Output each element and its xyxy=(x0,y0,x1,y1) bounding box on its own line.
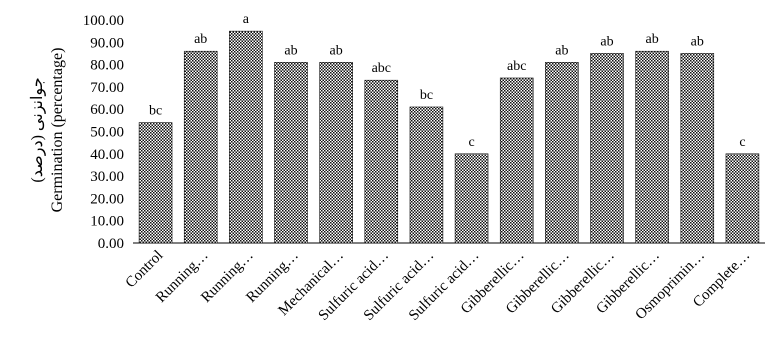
bar xyxy=(138,122,173,244)
bar-data-label: ab xyxy=(555,43,568,58)
y-axis-title-persian: جوانزنی (درصد) xyxy=(29,77,46,182)
y-tick-label: 10.00 xyxy=(90,214,124,230)
bar xyxy=(680,53,715,244)
y-tick-label: 60.00 xyxy=(90,102,124,118)
y-tick-label: 80.00 xyxy=(90,58,124,74)
bar xyxy=(454,153,489,244)
x-axis-ticks: ControlRunning…Running…Running…Mechanica… xyxy=(123,248,754,324)
bar-data-label: ab xyxy=(600,34,613,49)
y-axis-title: جوانزنی (درصد) Germination (percentage) xyxy=(29,48,66,213)
bar xyxy=(499,77,534,244)
bar-data-label: ab xyxy=(646,32,659,47)
bar xyxy=(229,30,263,244)
bar-data-label: ab xyxy=(330,43,343,58)
bar-data-label: bc xyxy=(149,104,162,119)
y-tick-label: 70.00 xyxy=(90,80,124,96)
bar xyxy=(319,62,353,244)
bar xyxy=(635,50,669,244)
bar xyxy=(590,53,624,244)
y-axis-title-english: Germination (percentage) xyxy=(49,48,66,213)
bar xyxy=(183,50,218,244)
y-tick-label: 50.00 xyxy=(90,125,124,141)
bar xyxy=(364,79,399,244)
bar-data-label: abc xyxy=(507,59,526,74)
y-tick-label: 90.00 xyxy=(90,35,124,51)
bars xyxy=(138,30,760,244)
bar xyxy=(409,106,444,244)
y-tick-label: 40.00 xyxy=(90,147,124,163)
y-tick-label: 100.00 xyxy=(83,13,124,29)
x-tick-label: Control xyxy=(123,248,167,292)
bar-data-label: bc xyxy=(420,88,433,103)
y-axis-ticks: 0.00 10.00 20.00 30.00 40.00 50.00 60.00 70.00 8… xyxy=(83,13,124,252)
bar-data-label: c xyxy=(468,135,474,150)
bar-data-label: ab xyxy=(284,43,297,58)
y-tick-label: 20.00 xyxy=(90,191,124,207)
bar xyxy=(725,153,760,244)
bar-data-label: a xyxy=(243,12,250,27)
bar xyxy=(274,62,308,244)
y-tick-label: 30.00 xyxy=(90,169,124,185)
y-tick-label: 0.00 xyxy=(98,236,124,252)
bar-data-label: abc xyxy=(372,61,391,76)
bar-data-label: ab xyxy=(691,34,704,49)
bar xyxy=(545,62,579,244)
bar-data-label: ab xyxy=(194,32,207,47)
bar-data-label: c xyxy=(739,135,745,150)
